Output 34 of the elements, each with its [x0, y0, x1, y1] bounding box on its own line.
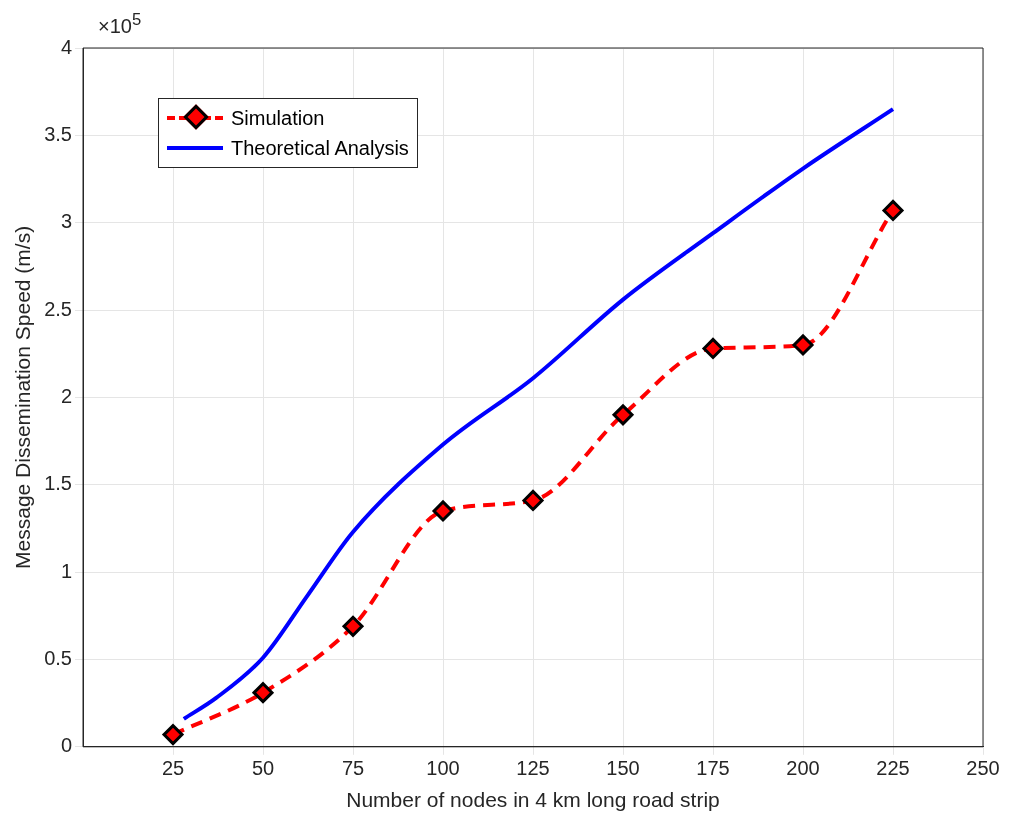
legend-label: Theoretical Analysis	[231, 136, 409, 160]
y-tick-label: 3	[60, 210, 72, 233]
text: ×10$^{5}$	[98, 10, 142, 38]
y-axis-title: Message Dissemination Speed (m/s)	[11, 225, 35, 569]
point	[792, 334, 814, 356]
x-tick-label: 100	[426, 757, 460, 780]
y-tick-label: 4	[60, 35, 72, 58]
point	[702, 337, 724, 359]
x-tick-label: 150	[606, 757, 640, 780]
line-series	[181, 107, 895, 721]
y-tick-label: 0.5	[44, 646, 72, 669]
x-tick-label: 250	[966, 757, 1000, 780]
point	[882, 199, 904, 221]
y-tick-label: 3.5	[44, 122, 72, 145]
point	[432, 500, 454, 522]
x-tick-label: 25	[161, 757, 185, 780]
x-tick-label: 175	[696, 757, 730, 780]
x-tick-label: 75	[341, 757, 365, 780]
point	[252, 682, 274, 704]
x-tick-label: 200	[786, 757, 820, 780]
y-tick-label: 2	[60, 384, 72, 407]
y-tick-label: 0	[60, 734, 72, 757]
legend-label: Simulation	[231, 106, 325, 130]
point	[522, 489, 544, 511]
point	[612, 404, 634, 426]
x-tick-label: 225	[876, 757, 910, 780]
x-axis-title: Number of nodes in 4 km long road strip	[346, 788, 720, 812]
y-tick-label: 1.5	[44, 472, 72, 495]
point	[342, 615, 364, 637]
y-tick-label: 2.5	[44, 297, 72, 320]
y-tick-label: 1	[60, 559, 72, 582]
x-tick-label: 50	[251, 757, 275, 780]
x-tick-label: 125	[516, 757, 550, 780]
point	[162, 724, 184, 746]
